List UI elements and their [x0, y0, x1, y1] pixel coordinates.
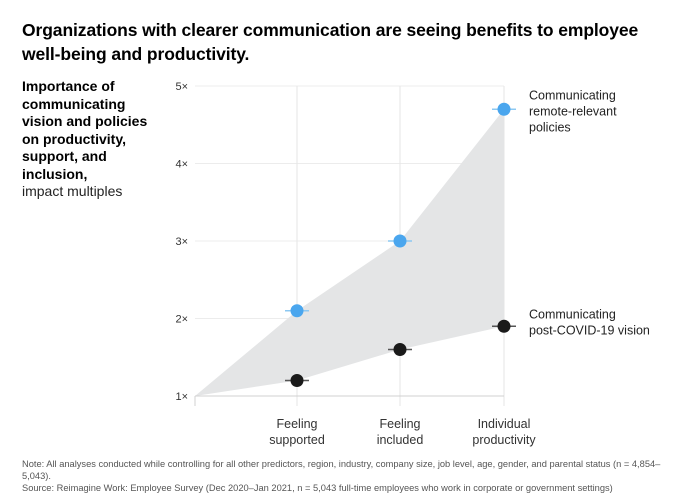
data-points [285, 102, 516, 387]
data-point [393, 343, 407, 356]
chart-title: Organizations with clearer communication… [22, 20, 639, 64]
legend-label: Communicating [529, 88, 616, 102]
y-axis-label-bold: Importance of communicating vision and p… [22, 78, 148, 182]
footnote: Note: All analyses conducted while contr… [22, 458, 682, 494]
x-category-label: Individual [478, 417, 531, 431]
legend-label: remote-relevant [529, 104, 617, 118]
x-category-label: Feeling [380, 417, 421, 431]
x-category-label: Feeling [277, 417, 318, 431]
x-category-label: supported [269, 433, 325, 447]
x-category-label: productivity [472, 433, 536, 447]
data-point [393, 234, 407, 248]
x-category-label: included [377, 433, 424, 447]
y-tick-label: 2× [175, 314, 188, 326]
data-point [497, 102, 511, 116]
y-axis-label-unit: impact multiples [22, 183, 123, 199]
y-tick-label: 4× [175, 159, 188, 171]
y-ticks: 1× 2× 3× 4× 5× [175, 81, 188, 403]
y-tick-label: 3× [175, 236, 188, 248]
data-point [497, 319, 511, 333]
data-point [290, 374, 304, 387]
axes [194, 395, 504, 406]
legend: Communicating remote-relevant policies Comm… [529, 88, 650, 337]
data-point [290, 304, 304, 318]
legend-label: Communicating [529, 307, 616, 321]
range-area [195, 109, 504, 396]
y-axis-label: Importance of communicating vision and p… [22, 78, 162, 201]
source-text: Source: Reimagine Work: Employee Survey … [22, 483, 613, 493]
x-category-labels: Feeling supported Feeling included Individua… [269, 417, 536, 447]
legend-label: policies [529, 120, 571, 134]
legend-label: post-COVID-19 vision [529, 323, 650, 337]
y-tick-label: 1× [175, 391, 188, 403]
note-text: Note: All analyses conducted while contr… [22, 459, 661, 481]
y-tick-label: 5× [175, 81, 188, 93]
